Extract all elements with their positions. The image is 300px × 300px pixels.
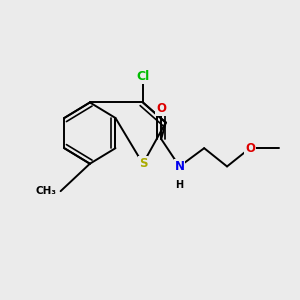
Text: N: N	[175, 160, 184, 173]
Text: H: H	[175, 180, 183, 190]
Text: S: S	[139, 157, 147, 170]
Text: O: O	[245, 142, 255, 155]
Text: CH₃: CH₃	[35, 186, 56, 196]
Text: O: O	[156, 102, 166, 116]
Text: Cl: Cl	[136, 70, 149, 83]
